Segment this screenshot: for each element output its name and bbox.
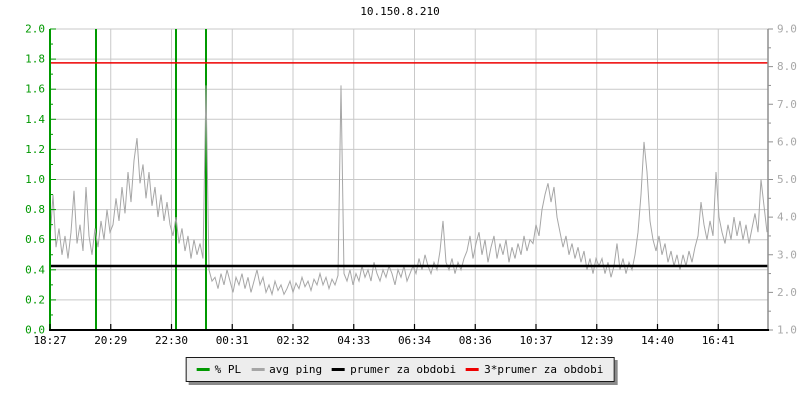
- series-avg-ping: [49, 85, 768, 297]
- right-axis-tick-label: 2.0: [777, 286, 797, 299]
- right-axis-tick-label: 1.0: [777, 324, 797, 337]
- legend-swatch-icon: [251, 368, 265, 371]
- legend-item-label: % PL: [214, 363, 242, 376]
- left-axis-tick-label: 1.2: [25, 143, 45, 156]
- left-axis-tick-label: 0.2: [25, 293, 45, 306]
- right-axis-tick-label: 6.0: [777, 135, 797, 148]
- right-axis-tick-label: 4.0: [777, 211, 797, 224]
- legend-swatch-icon: [196, 368, 210, 371]
- x-axis-tick-label: 08:36: [459, 334, 492, 347]
- axis-labels: 2.0 1.8 1.6 1.4 1.2 1.0 0.8 0.6 0.4 0.2 0.0 9.0 8.0 7…: [25, 23, 797, 348]
- legend-item-3: 3*prumer za obdobi: [466, 363, 603, 376]
- x-axis-tick-label: 12:39: [580, 334, 613, 347]
- right-axis-tick-label: 9.0: [777, 23, 797, 36]
- x-axis-tick-label: 14:40: [641, 334, 674, 347]
- legend-box: % PL avg ping prumer za obdobi 3*prumer za …: [185, 357, 615, 382]
- x-axis-tick-label: 06:34: [398, 334, 431, 347]
- legend-item-label: prumer za obdobi: [350, 363, 457, 376]
- legend-item-1: avg ping: [251, 363, 322, 376]
- x-axis-tick-label: 10:37: [519, 334, 552, 347]
- axes: [49, 28, 773, 331]
- left-axis-tick-label: 0.4: [25, 263, 45, 276]
- left-axis-tick-label: 2.0: [25, 23, 45, 36]
- left-axis-tick-label: 0.8: [25, 203, 45, 216]
- left-axis-tick-label: 1.6: [25, 83, 45, 96]
- left-axis-tick-label: 1.0: [25, 173, 45, 186]
- x-axis-tick-label: 00:31: [216, 334, 249, 347]
- right-axis-tick-label: 8.0: [777, 60, 797, 73]
- left-axis-tick-label: 0.0: [25, 324, 45, 337]
- left-axis-tick-label: 0.6: [25, 233, 45, 246]
- legend-swatch-icon: [466, 368, 480, 371]
- right-axis-tick-label: 7.0: [777, 98, 797, 111]
- x-axis-tick-label: 22:30: [155, 334, 188, 347]
- legend-item-label: 3*prumer za obdobi: [484, 363, 604, 376]
- left-axis-tick-label: 1.4: [25, 113, 45, 126]
- left-axis-tick-label: 1.8: [25, 53, 45, 66]
- chart-title: 10.150.8.210: [360, 5, 440, 18]
- legend-item-label: avg ping: [269, 363, 323, 376]
- legend-swatch-icon: [332, 368, 346, 371]
- x-axis-tick-label: 02:32: [276, 334, 309, 347]
- legend-item-0: % PL: [196, 363, 242, 376]
- right-axis-tick-label: 3.0: [777, 248, 797, 261]
- gridlines: [50, 28, 768, 330]
- series-pl-spikes: [95, 29, 207, 330]
- x-axis-tick-label: 18:27: [33, 334, 66, 347]
- right-axis-tick-label: 5.0: [777, 173, 797, 186]
- legend-item-2: prumer za obdobi: [332, 363, 456, 376]
- x-axis-tick-label: 04:33: [337, 334, 370, 347]
- plot-svg: 2.0 1.8 1.6 1.4 1.2 1.0 0.8 0.6 0.4 0.2 0.0 9.0 8.0 7…: [25, 23, 797, 348]
- x-axis-tick-label: 16:41: [702, 334, 735, 347]
- x-axis-tick-label: 20:29: [94, 334, 127, 347]
